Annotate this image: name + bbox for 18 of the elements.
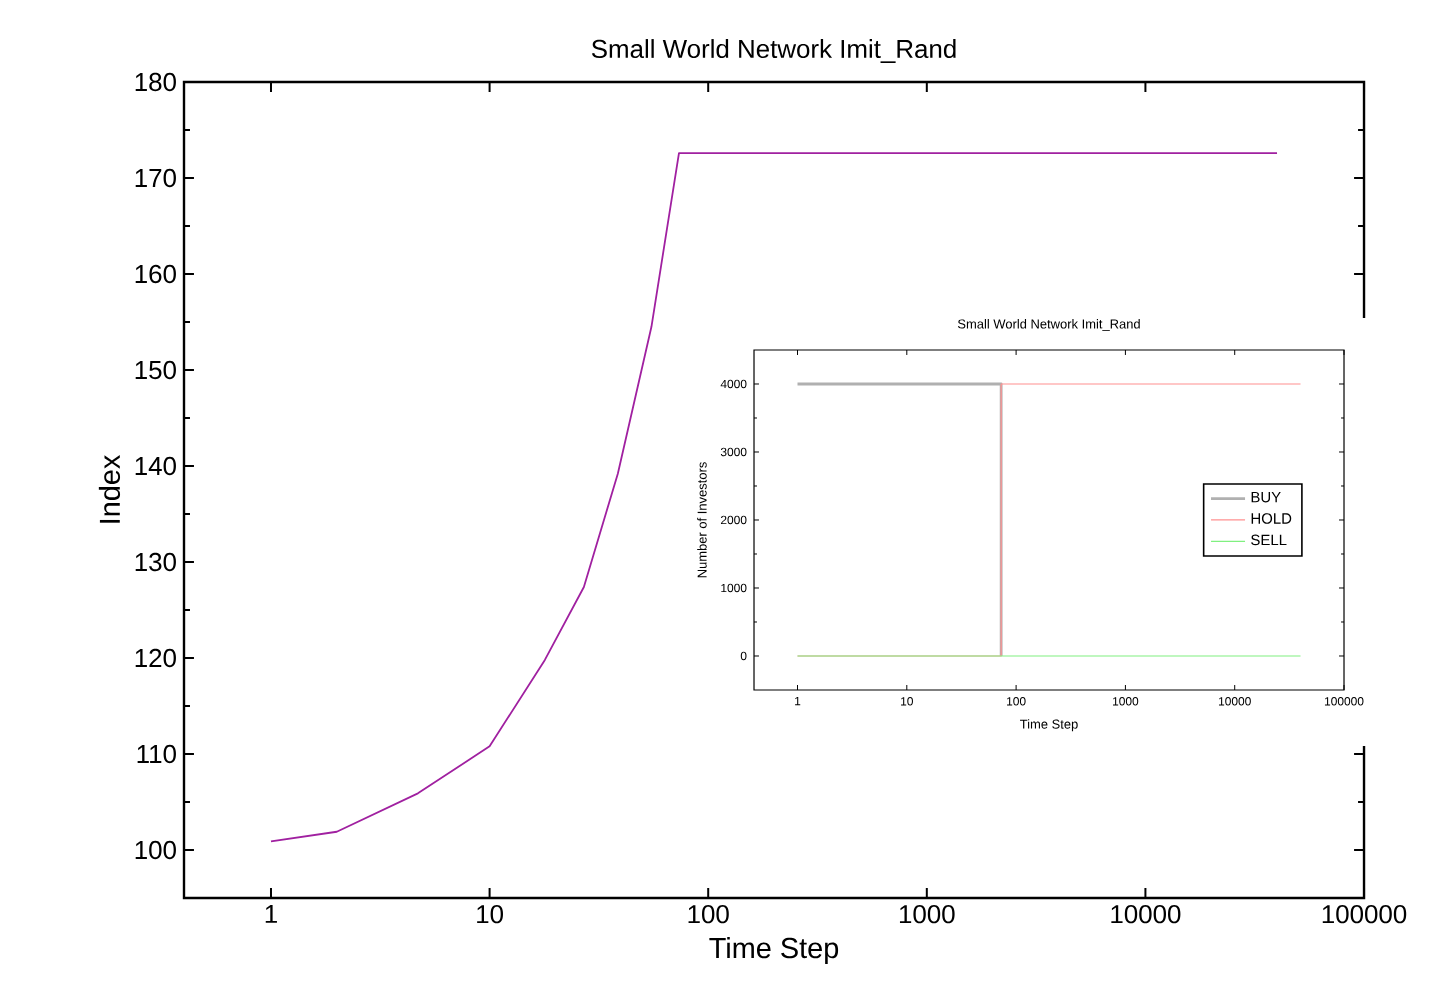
y-tick-label: 100: [135, 840, 176, 860]
y-tick-label: 170: [135, 168, 176, 188]
y-axis-title: Index: [98, 454, 121, 523]
chart-title: Small World Network Imit_Rand: [591, 39, 956, 64]
x-axis-title: Time Step: [709, 937, 839, 964]
y-tick-label: 130: [135, 552, 176, 572]
y-tick-label: 140: [135, 456, 176, 476]
x-tick-label: 1000: [899, 905, 955, 924]
y-tick-label: 180: [135, 72, 176, 92]
y-tick-label: 120: [135, 648, 176, 668]
y-tick-label: 110: [137, 744, 176, 764]
y-tick-label: 160: [135, 264, 176, 284]
x-tick-label: 100000: [1322, 905, 1407, 924]
x-tick-label: 10: [477, 905, 503, 924]
x-tick-label: 10000: [1111, 905, 1181, 924]
x-tick-label: 1: [265, 905, 277, 923]
x-tick-label: 100: [688, 905, 729, 924]
y-tick-label: 150: [135, 360, 176, 380]
